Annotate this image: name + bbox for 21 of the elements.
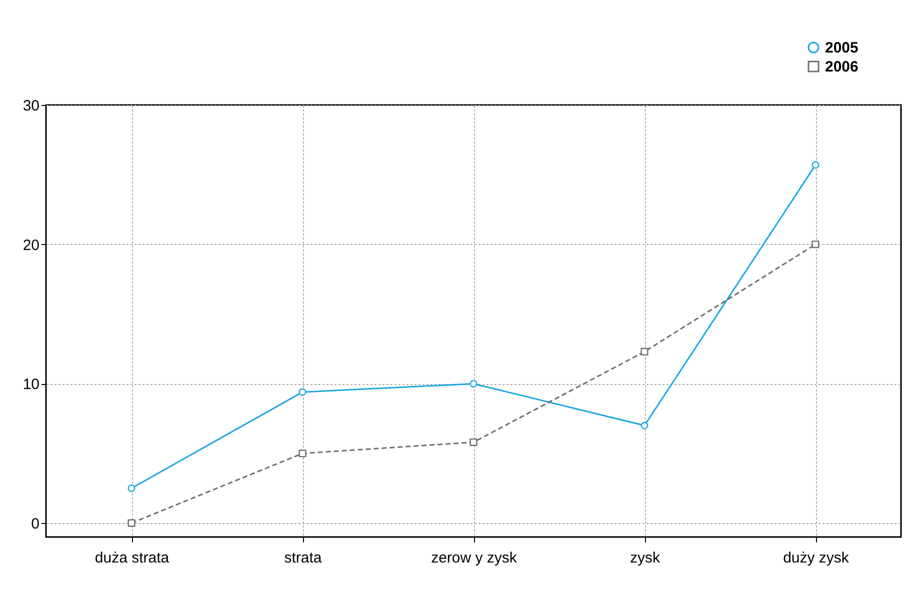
- x-tick-label: zerow y zysk: [431, 550, 518, 566]
- point: [298, 450, 306, 458]
- x-tick-label: zysk: [630, 550, 660, 566]
- point: [298, 388, 306, 396]
- point: [640, 422, 648, 430]
- y-tick-label: 0: [31, 516, 40, 533]
- legend-label: 2005: [825, 40, 858, 56]
- x-tick-label: duża strata: [94, 550, 170, 566]
- legend-label: 2006: [825, 58, 858, 76]
- y-tick-label: 20: [22, 236, 40, 254]
- point: [640, 348, 648, 356]
- point: [128, 519, 136, 527]
- point: [812, 161, 820, 169]
- x-tick-label: strata: [284, 550, 322, 566]
- point: [470, 438, 478, 446]
- point: [470, 380, 478, 388]
- y-tick-label: 10: [22, 376, 40, 394]
- point: [812, 240, 820, 248]
- point: [128, 484, 136, 492]
- x-tick-label: duży zysk: [783, 550, 850, 566]
- y-tick-label: 30: [22, 98, 40, 114]
